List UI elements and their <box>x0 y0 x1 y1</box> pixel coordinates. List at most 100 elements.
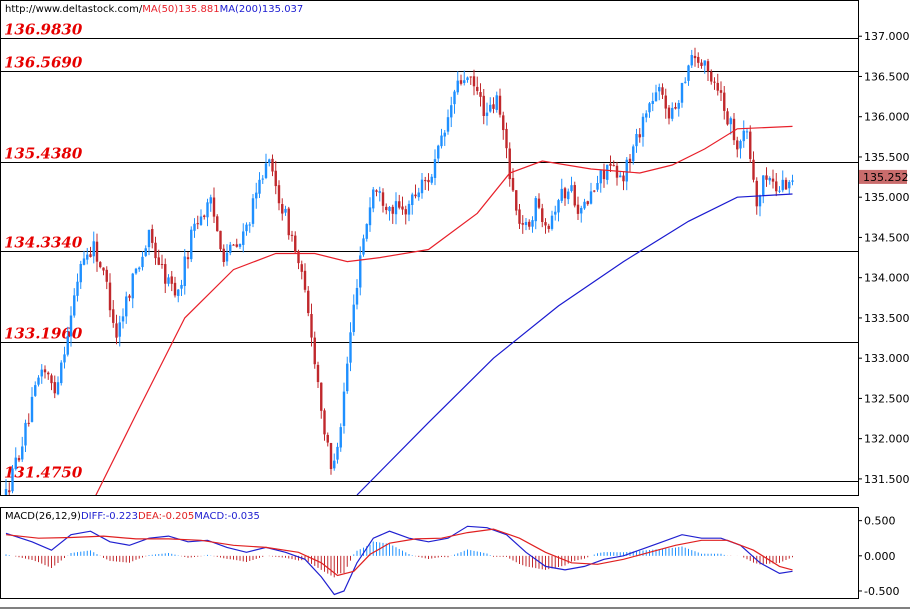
candle-down <box>320 382 323 411</box>
candle-up <box>641 116 645 137</box>
ma50-label: MA(50) <box>142 4 178 15</box>
candle-down <box>316 364 320 383</box>
candle-up <box>407 203 411 215</box>
candles-group <box>4 47 794 495</box>
candle-down <box>8 490 11 493</box>
candle-down <box>164 264 167 284</box>
candle-up <box>339 427 342 448</box>
candle-up <box>82 258 86 265</box>
candle-down <box>541 208 544 223</box>
candle-up <box>34 385 37 396</box>
candle-down <box>401 206 404 210</box>
candle-up <box>206 202 209 218</box>
candle-down <box>112 309 115 323</box>
candle-down <box>508 148 511 180</box>
candle-down <box>771 178 775 182</box>
candle-down <box>775 181 778 192</box>
candle-up <box>24 422 27 446</box>
candle-down <box>329 443 333 470</box>
candle-down <box>274 170 277 187</box>
macd-diff-label: DIFF: <box>81 511 106 522</box>
candle-down <box>404 209 407 215</box>
candle-up <box>742 130 745 142</box>
candle-down <box>99 262 102 268</box>
candle-down <box>173 282 177 296</box>
candle-up <box>258 179 261 194</box>
candle-down <box>398 201 401 208</box>
candle-down <box>479 92 482 97</box>
level-label: 133.1960 <box>4 325 83 343</box>
candle-down <box>170 276 173 284</box>
candle-down <box>586 201 589 205</box>
candle-down <box>726 111 729 125</box>
candle-down <box>154 242 157 259</box>
candle-up <box>14 457 17 470</box>
candle-up <box>658 87 661 92</box>
price-tick-label: 137.000 <box>864 30 910 43</box>
candle-up <box>56 382 60 395</box>
candle-down <box>697 56 700 63</box>
candle-down <box>505 128 508 149</box>
candle-down <box>186 257 190 260</box>
candle-down <box>303 270 307 290</box>
candle-up <box>248 224 251 226</box>
candle-up <box>648 103 651 113</box>
candle-up <box>346 363 349 392</box>
candle-up <box>411 194 414 206</box>
price-tick-label: 134.500 <box>864 231 910 244</box>
candle-down <box>752 159 755 180</box>
candle-up <box>131 273 134 299</box>
candle-up <box>245 224 248 232</box>
candle-up <box>560 188 563 201</box>
candle-down <box>17 458 21 461</box>
macd-tick-label: -0.500 <box>864 585 899 598</box>
candle-up <box>242 231 245 245</box>
candle-up <box>4 489 8 495</box>
candle-up <box>394 201 398 215</box>
candle-up <box>437 145 440 159</box>
level-label: 136.5690 <box>4 54 83 72</box>
candle-up <box>125 296 128 317</box>
candle-up <box>745 131 749 133</box>
macd-panel-frame <box>0 507 859 599</box>
candle-down <box>232 244 235 246</box>
candle-up <box>619 175 622 178</box>
candle-down <box>297 251 300 264</box>
price-tick-label: 136.500 <box>864 70 910 83</box>
candle-up <box>76 281 79 296</box>
candle-down <box>749 131 752 159</box>
candle-down <box>719 90 723 93</box>
candle-up <box>791 180 794 182</box>
candle-up <box>37 377 40 385</box>
candle-down <box>622 175 625 182</box>
candle-up <box>352 304 355 332</box>
candle-up <box>268 159 271 163</box>
candle-down <box>375 190 378 192</box>
level-label: 135.4380 <box>4 145 83 163</box>
ma200-line <box>356 193 793 495</box>
candle-down <box>287 208 290 236</box>
candle-up <box>284 208 287 213</box>
candle-up <box>349 332 352 363</box>
macd-dea-value: -0.205 <box>162 511 194 522</box>
candle-up <box>92 241 95 257</box>
candle-down <box>102 267 105 271</box>
candle-up <box>355 287 359 305</box>
candle-down <box>157 257 160 265</box>
candle-down <box>323 410 326 435</box>
candle-down <box>716 82 719 91</box>
candle-down <box>628 158 632 163</box>
current-price-label: 135.252 <box>863 171 909 184</box>
candle-up <box>687 65 690 81</box>
candle-down <box>160 263 164 265</box>
candle-up <box>453 91 456 105</box>
candle-down <box>732 118 736 141</box>
candle-up <box>534 198 537 222</box>
candle-up <box>567 191 570 200</box>
candle-down <box>391 206 394 214</box>
candle-down <box>710 71 713 82</box>
macd-group <box>5 525 793 596</box>
candle-up <box>336 446 339 460</box>
candle-up <box>193 223 196 231</box>
